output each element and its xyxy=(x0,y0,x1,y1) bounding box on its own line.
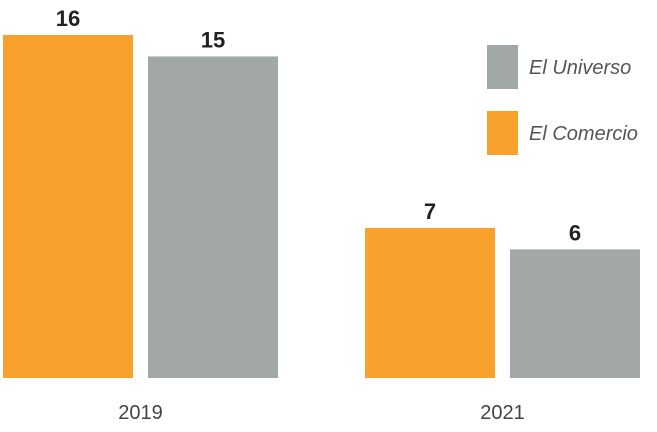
x-axis-ticks: 2019 2021 xyxy=(118,402,525,424)
value-label-el-universo-2019: 15 xyxy=(201,27,225,52)
bar-el-comercio-2021 xyxy=(365,227,495,378)
x-tick-label-2019: 2019 xyxy=(118,402,163,424)
value-label-el-comercio-2021: 7 xyxy=(424,199,436,224)
value-label-el-comercio-2019: 16 xyxy=(56,6,80,31)
value-labels-group: 16 15 7 6 xyxy=(56,6,581,245)
legend-swatch-el-comercio xyxy=(487,111,518,155)
legend-label-el-universo: El Universo xyxy=(529,57,631,79)
legend-swatch-el-universo xyxy=(487,45,518,89)
value-label-el-universo-2021: 6 xyxy=(569,220,581,245)
x-tick-label-2021: 2021 xyxy=(480,402,525,424)
legend: El Universo El Comercio xyxy=(487,45,638,155)
bar-el-universo-2021 xyxy=(510,249,640,378)
bar-el-universo-2019 xyxy=(148,56,278,378)
legend-label-el-comercio: El Comercio xyxy=(529,123,638,145)
bars-group xyxy=(3,35,640,378)
bar-el-comercio-2019 xyxy=(3,35,133,378)
